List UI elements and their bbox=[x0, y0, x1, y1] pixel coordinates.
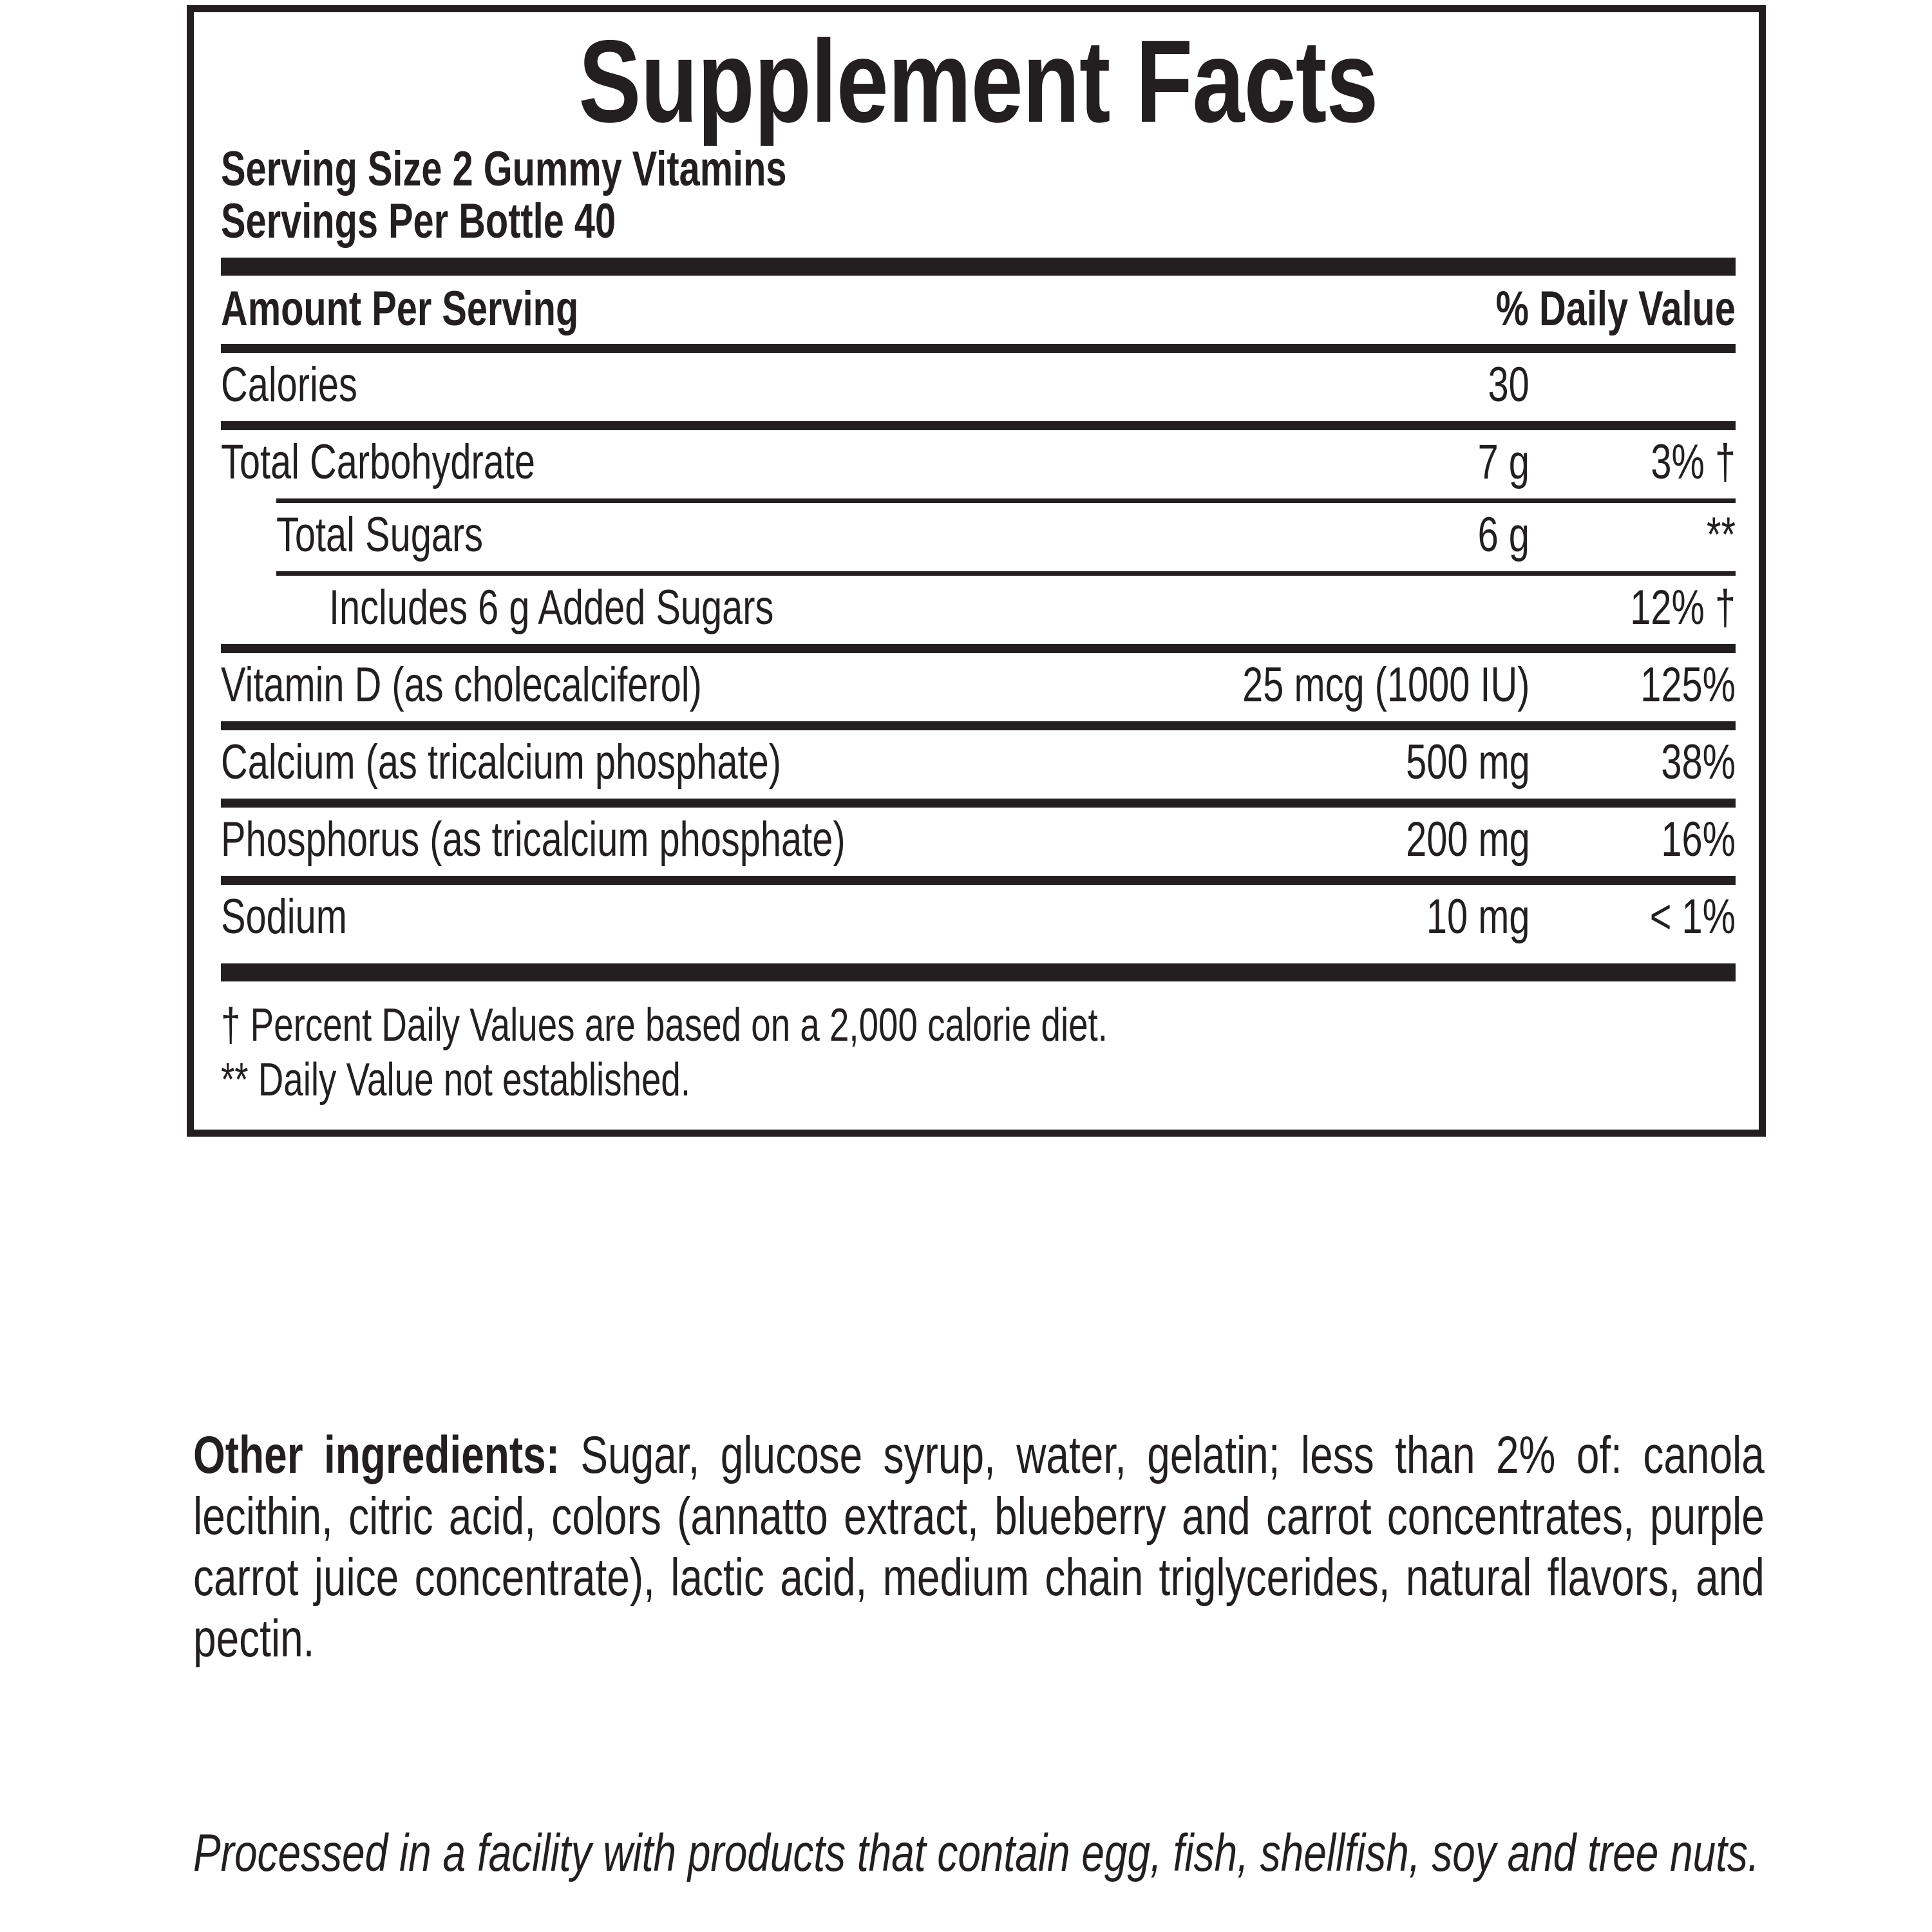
nutrient-name: Includes 6 g Added Sugars bbox=[329, 580, 774, 636]
other-ingredients-text: Sugar, glucose syrup, water, gelatin; le… bbox=[193, 1426, 1765, 1669]
nutrient-amount: 7 g bbox=[1477, 435, 1530, 490]
nutrient-name: Phosphorus (as tricalcium phosphate) bbox=[221, 812, 846, 867]
footnotes: † Percent Daily Values are based on a 2,… bbox=[221, 981, 1736, 1108]
servings-per-container-text: Servings Per Bottle 40 bbox=[221, 193, 616, 249]
serving-size-text: Serving Size 2 Gummy Vitamins bbox=[221, 142, 787, 197]
nutrient-daily-value: < 1% bbox=[1649, 889, 1736, 945]
page-title: Supplement Facts bbox=[578, 15, 1378, 147]
nutrient-name: Total Sugars bbox=[276, 507, 484, 563]
table-row: Calories 30 bbox=[221, 353, 1736, 421]
divider-thick-bottom bbox=[221, 963, 1736, 982]
nutrient-daily-value: 125% bbox=[1640, 658, 1736, 713]
table-column-headers: Amount Per Serving % Daily Value bbox=[221, 276, 1736, 344]
row-divider bbox=[221, 799, 1736, 808]
nutrient-name: Vitamin D (as cholecalciferol) bbox=[221, 658, 702, 713]
nutrient-name: Total Carbohydrate bbox=[221, 435, 536, 490]
nutrient-daily-value: 38% bbox=[1661, 735, 1736, 790]
nutrient-name: Calcium (as tricalcium phosphate) bbox=[221, 735, 781, 790]
table-row: Total Carbohydrate 7 g 3% † bbox=[221, 430, 1736, 498]
table-row: Vitamin D (as cholecalciferol) 25 mcg (1… bbox=[221, 653, 1736, 721]
supplement-facts-panel: Supplement Facts Serving Size 2 Gummy Vi… bbox=[187, 5, 1766, 1137]
table-row: Calcium (as tricalcium phosphate) 500 mg… bbox=[221, 730, 1736, 799]
row-divider bbox=[221, 876, 1736, 886]
nutrient-amount: 500 mg bbox=[1405, 735, 1530, 790]
other-ingredients-block: Other ingredients: Sugar, glucose syrup,… bbox=[193, 1425, 1765, 1669]
table-row: Total Sugars 6 g ** bbox=[221, 503, 1736, 571]
divider-under-headers bbox=[221, 344, 1736, 354]
nutrient-amount: 200 mg bbox=[1405, 812, 1530, 867]
row-divider bbox=[221, 644, 1736, 654]
row-divider bbox=[221, 721, 1736, 731]
table-row: Phosphorus (as tricalcium phosphate) 200… bbox=[221, 808, 1736, 876]
footnote-daily-value-basis: † Percent Daily Values are based on a 2,… bbox=[221, 999, 1108, 1052]
divider-thick-top bbox=[221, 258, 1736, 276]
nutrient-amount: 30 bbox=[1488, 357, 1530, 413]
nutrient-amount: 6 g bbox=[1477, 507, 1530, 563]
other-ingredients-label: Other ingredients: bbox=[193, 1426, 560, 1484]
table-row: Includes 6 g Added Sugars 12% † bbox=[221, 576, 1736, 644]
nutrient-daily-value: 3% † bbox=[1651, 435, 1736, 490]
footnote-daily-value-not-established: ** Daily Value not established. bbox=[221, 1054, 691, 1106]
nutrient-name: Sodium bbox=[221, 889, 347, 945]
column-header-amount-per-serving: Amount Per Serving bbox=[221, 281, 579, 337]
allergen-statement: Processed in a facility with products th… bbox=[193, 1824, 1759, 1882]
row-divider bbox=[221, 421, 1736, 431]
row-divider bbox=[276, 498, 1736, 504]
row-divider bbox=[276, 571, 1736, 576]
nutrient-daily-value: ** bbox=[1707, 507, 1736, 563]
nutrient-name: Calories bbox=[221, 357, 357, 413]
nutrient-daily-value: 16% bbox=[1661, 812, 1736, 867]
nutrient-amount: 10 mg bbox=[1426, 889, 1530, 945]
column-header-daily-value: % Daily Value bbox=[1495, 281, 1736, 337]
nutrient-amount: 25 mcg (1000 IU) bbox=[1242, 658, 1530, 713]
table-row: Sodium 10 mg < 1% bbox=[221, 885, 1736, 953]
nutrient-daily-value: 12% † bbox=[1630, 580, 1736, 636]
